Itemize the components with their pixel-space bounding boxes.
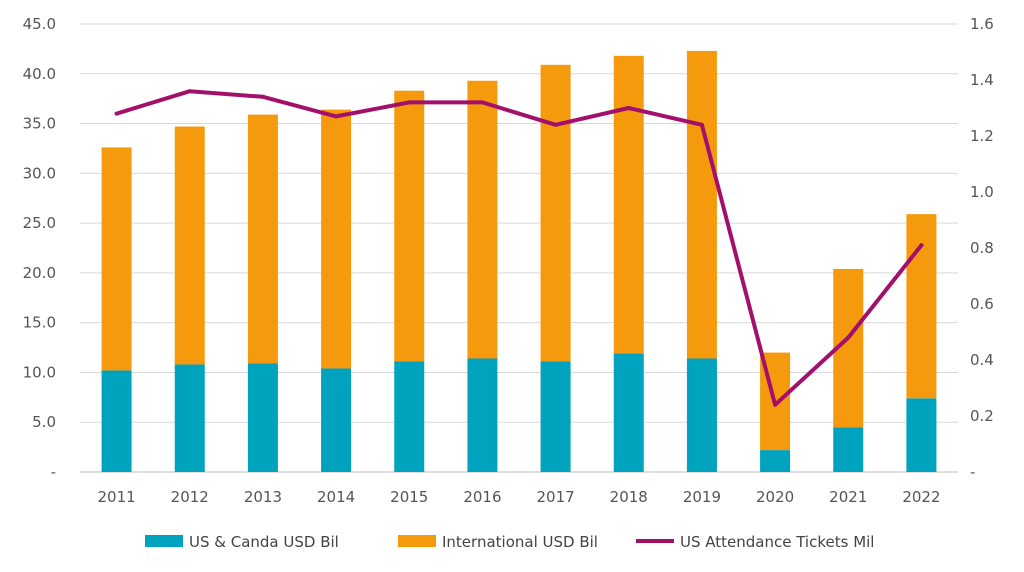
line-point-2018 xyxy=(626,106,631,110)
line-point-2017 xyxy=(553,122,558,127)
line-us-attendance-tickets xyxy=(114,89,924,407)
legend-label-international-usd-bil: International USD Bil xyxy=(442,533,598,551)
y-left-tick-label: 40.0 xyxy=(23,65,56,83)
bar-us-canda-usd-bil-2021 xyxy=(833,427,864,472)
line-point-2012 xyxy=(187,89,192,94)
bar-international-usd-bil-2017 xyxy=(540,64,571,362)
bar-us-canda-usd-bil-2016 xyxy=(467,358,498,472)
line-point-2014 xyxy=(334,114,339,119)
bar-us-canda-usd-bil-2018 xyxy=(613,353,644,472)
x-tick-label: 2017 xyxy=(536,488,574,506)
bar-us-canda-usd-bil-2013 xyxy=(247,363,278,472)
line-point-2013 xyxy=(260,94,265,99)
x-tick-label: 2013 xyxy=(244,488,282,506)
y-left-tick-label: 45.0 xyxy=(23,15,56,33)
bar-international-usd-bil-2011 xyxy=(101,147,132,371)
x-tick-label: 2022 xyxy=(902,488,940,506)
y-right-tick-label: 1.2 xyxy=(970,127,994,145)
y-left-tick-label: 10.0 xyxy=(23,363,56,381)
bar-international-usd-bil-2015 xyxy=(394,90,425,362)
line-point-2019 xyxy=(699,122,704,127)
y-right-tick-label: 1.6 xyxy=(970,15,994,33)
bar-us-canda-usd-bil-2020 xyxy=(760,450,791,472)
line-point-2022 xyxy=(919,243,924,248)
bar-us-canda-usd-bil-2017 xyxy=(540,361,571,472)
legend-label-us-attendance-tickets-mil: US Attendance Tickets Mil xyxy=(680,533,874,551)
x-tick-label: 2014 xyxy=(317,488,355,506)
bar-us-canda-usd-bil-2019 xyxy=(686,358,717,472)
x-tick-label: 2015 xyxy=(390,488,428,506)
bar-us-canda-usd-bil-2012 xyxy=(174,364,205,472)
legend-swatch-international-usd-bil xyxy=(398,535,436,547)
y-right-tick-label: 0.4 xyxy=(970,351,994,369)
bar-international-usd-bil-2014 xyxy=(321,109,352,369)
bar-us-canda-usd-bil-2022 xyxy=(906,398,937,472)
y-left-tick-label: 25.0 xyxy=(23,214,56,232)
line-point-2020 xyxy=(773,402,778,407)
y-right-tick-label: 0.2 xyxy=(970,407,994,425)
x-tick-label: 2018 xyxy=(610,488,648,506)
x-tick-label: 2021 xyxy=(829,488,867,506)
bar-international-usd-bil-2016 xyxy=(467,80,498,359)
y-right-tick-label: 1.4 xyxy=(970,71,994,89)
bar-international-usd-bil-2022 xyxy=(906,214,937,399)
bar-us-canda-usd-bil-2015 xyxy=(394,361,425,472)
y-left-tick-label: - xyxy=(51,463,56,481)
y-left-tick-label: 5.0 xyxy=(32,413,56,431)
bar-international-usd-bil-2012 xyxy=(174,126,205,365)
bar-us-canda-usd-bil-2014 xyxy=(321,368,352,472)
y-left-tick-label: 15.0 xyxy=(23,314,56,332)
line-point-2016 xyxy=(480,100,485,105)
legend-swatch-us-canda-usd-bil xyxy=(145,535,183,547)
y-right-tick-label: - xyxy=(970,463,975,481)
y-left-tick-label: 20.0 xyxy=(23,264,56,282)
legend-label-us-canda-usd-bil: US & Canda USD Bil xyxy=(189,533,339,551)
y-right-tick-label: 0.8 xyxy=(970,239,994,257)
bar-international-usd-bil-2018 xyxy=(613,55,644,354)
y-left-tick-label: 35.0 xyxy=(23,115,56,133)
x-tick-label: 2020 xyxy=(756,488,794,506)
x-tick-label: 2016 xyxy=(463,488,501,506)
x-tick-label: 2011 xyxy=(97,488,135,506)
line-point-2015 xyxy=(407,100,412,105)
y-left-tick-label: 30.0 xyxy=(23,164,56,182)
y-right-tick-label: 1.0 xyxy=(970,183,994,201)
bar-us-canda-usd-bil-2011 xyxy=(101,370,132,472)
line-point-2021 xyxy=(846,335,851,340)
line-point-2011 xyxy=(114,111,119,116)
bar-international-usd-bil-2013 xyxy=(247,114,278,364)
x-tick-label: 2019 xyxy=(683,488,721,506)
bar-international-usd-bil-2019 xyxy=(686,50,717,359)
y-right-tick-label: 0.6 xyxy=(970,295,994,313)
x-tick-label: 2012 xyxy=(171,488,209,506)
